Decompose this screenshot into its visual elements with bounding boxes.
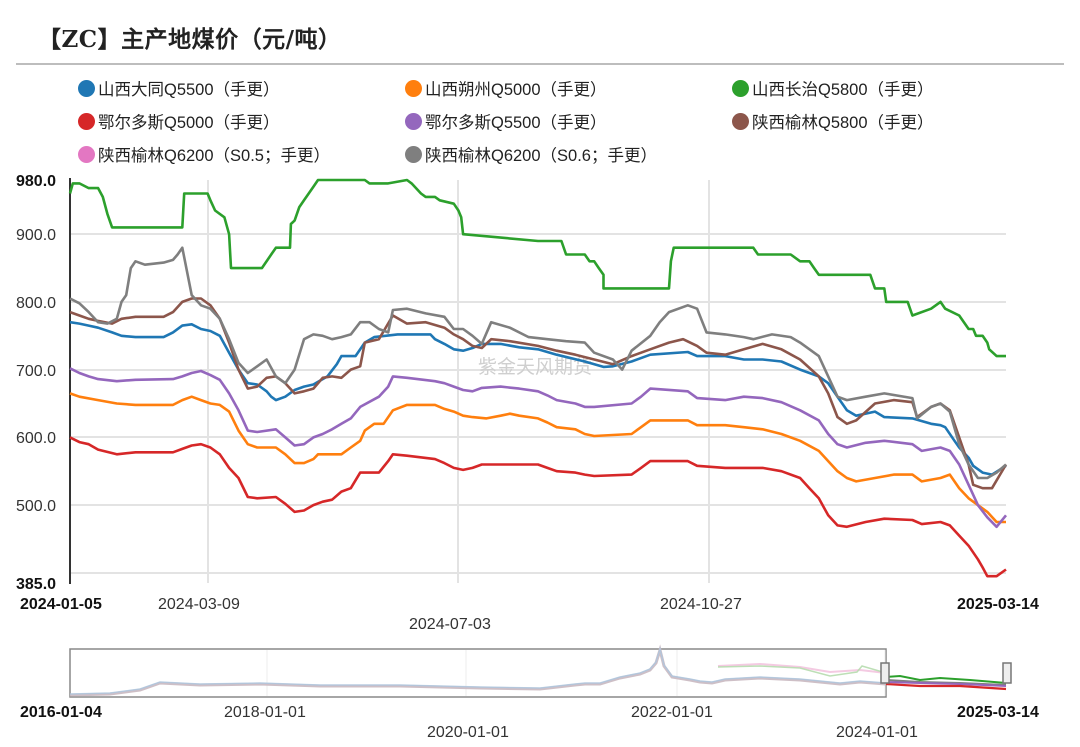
y-tick: 700.0: [16, 363, 56, 380]
legend-dot-icon: [78, 145, 95, 163]
nav-tick: 2025-03-14: [957, 704, 1039, 721]
chart-title: 【ZC】主产地煤价（元/吨）: [38, 26, 342, 53]
legend-item-ordos-q5500[interactable]: 鄂尔多斯Q5500（手更）: [405, 109, 607, 133]
legend-label: 鄂尔多斯Q5000（手更）: [98, 114, 280, 132]
legend-item-changzhi-q5800[interactable]: 山西长治Q5800（手更）: [732, 76, 934, 100]
navigator-left-handle[interactable]: [880, 662, 890, 684]
series-line[interactable]: [69, 392, 1006, 524]
y-tick: 500.0: [16, 498, 56, 515]
series-line[interactable]: [68, 178, 1006, 358]
series-line[interactable]: [69, 246, 1007, 480]
legend-item-yulin-q5800[interactable]: 陕西榆林Q5800（手更）: [732, 109, 934, 133]
x-tick: 2024-10-27: [660, 596, 742, 613]
legend-item-datong-q5500[interactable]: 山西大同Q5500（手更）: [78, 76, 280, 100]
legend-label: 山西大同Q5500（手更）: [98, 81, 280, 99]
x-tick: 2025-03-14: [957, 596, 1039, 613]
x-tick: 2024-07-03: [409, 616, 491, 633]
x-axis-labels: 2024-01-05 2024-03-09 2024-07-03 2024-10…: [20, 596, 1039, 633]
legend-dot-icon: [405, 79, 422, 97]
y-tick: 900.0: [16, 227, 56, 244]
nav-tick: 2020-01-01: [427, 724, 509, 741]
legend-dot-icon: [732, 112, 749, 130]
legend-label: 鄂尔多斯Q5500（手更）: [425, 114, 607, 132]
legend-item-yulin-q6200-s06[interactable]: 陕西榆林Q6200（S0.6；手更）: [405, 142, 657, 166]
nav-tick: 2022-01-01: [631, 704, 713, 721]
navigator-unselected-window[interactable]: [69, 648, 887, 698]
legend-dot-icon: [732, 79, 749, 97]
y-tick: 980.0: [16, 173, 56, 190]
y-axis-labels: 980.0 900.0 800.0 700.0 600.0 500.0 385.…: [16, 173, 56, 593]
legend-label: 陕西榆林Q5800（手更）: [752, 114, 934, 132]
legend-label: 陕西榆林Q6200（S0.6；手更）: [425, 147, 657, 165]
legend-label: 山西朔州Q5000（手更）: [425, 81, 607, 99]
legend-dot-icon: [405, 145, 422, 163]
legend-item-ordos-q5000[interactable]: 鄂尔多斯Q5000（手更）: [78, 109, 280, 133]
legend-dot-icon: [78, 112, 95, 130]
y-tick: 385.0: [16, 576, 56, 593]
legend-item-shuozhou-q5000[interactable]: 山西朔州Q5000（手更）: [405, 76, 607, 100]
series-line[interactable]: [69, 436, 1007, 578]
legend-label: 山西长治Q5800（手更）: [752, 81, 934, 99]
legend-dot-icon: [78, 79, 95, 97]
y-tick: 600.0: [16, 430, 56, 447]
legend-item-yulin-q6200-s05[interactable]: 陕西榆林Q6200（S0.5；手更）: [78, 142, 330, 166]
navigator[interactable]: [69, 644, 1012, 698]
series-lines: [68, 178, 1008, 578]
x-tick: 2024-03-09: [158, 596, 240, 613]
series-line[interactable]: [69, 367, 1008, 529]
gridlines: [70, 180, 1006, 583]
nav-tick: 2024-01-01: [836, 724, 918, 741]
x-tick: 2024-01-05: [20, 596, 102, 613]
series-line[interactable]: [69, 297, 1008, 490]
series-line[interactable]: [69, 320, 1007, 476]
navigator-axis-labels: 2016-01-04 2018-01-01 2020-01-01 2022-01…: [20, 704, 1039, 741]
y-tick: 800.0: [16, 295, 56, 312]
nav-tick: 2016-01-04: [20, 704, 102, 721]
navigator-right-handle[interactable]: [1002, 662, 1012, 684]
legend-label: 陕西榆林Q6200（S0.5；手更）: [98, 147, 330, 165]
navigator-series: [69, 644, 1007, 697]
legend-dot-icon: [405, 112, 422, 130]
watermark: 紫金天风期货: [478, 356, 592, 378]
title-divider: [16, 63, 1064, 65]
nav-tick: 2018-01-01: [224, 704, 306, 721]
